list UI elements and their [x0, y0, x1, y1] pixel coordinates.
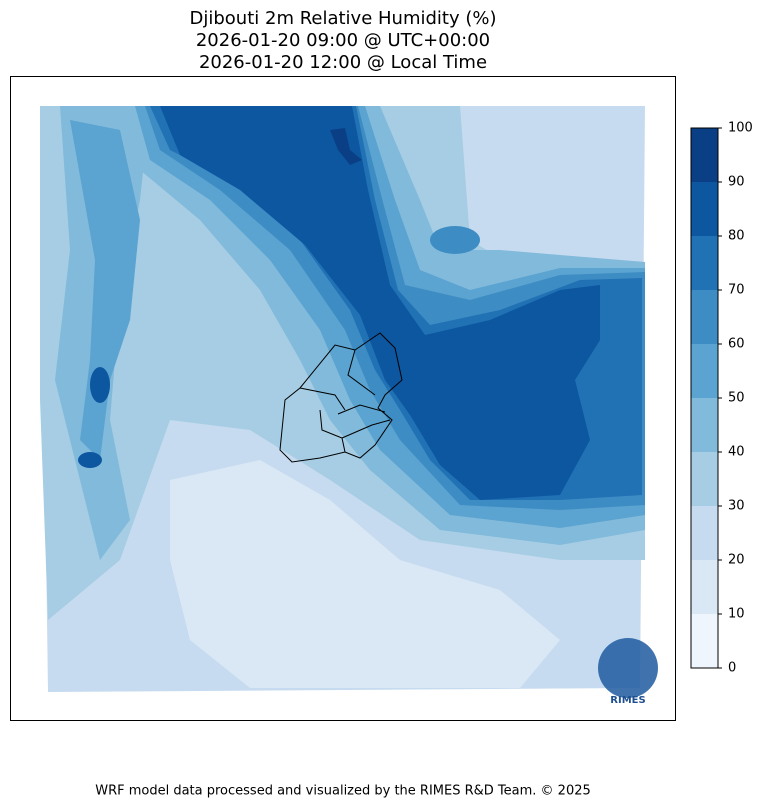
- title-line: 2026-01-20 09:00 @ UTC+00:00: [196, 30, 490, 51]
- colorbar-segment: [691, 236, 718, 290]
- colorbar-segment: [691, 506, 718, 560]
- colorbar-tick-label: 40: [728, 445, 745, 460]
- humidity-area: [160, 106, 600, 500]
- colorbar-tick-label: 30: [728, 499, 745, 514]
- title-line: Djibouti 2m Relative Humidity (%): [190, 8, 497, 29]
- colorbar-tick-label: 80: [728, 229, 745, 244]
- colorbar-tick-label: 70: [728, 283, 745, 298]
- footer: WRF model data processed and visualized …: [95, 784, 591, 799]
- colorbar-tick-label: 20: [728, 553, 745, 568]
- logo-emblem: [598, 638, 658, 698]
- colorbar-tick-label: 50: [728, 391, 745, 406]
- colorbar-segment: [691, 614, 718, 668]
- colorbar-tick-label: 60: [728, 337, 745, 352]
- colorbar-tick-label: 0: [728, 661, 736, 676]
- colorbar-tick-label: 10: [728, 607, 745, 622]
- humidity-area: [170, 460, 560, 688]
- colorbar-tick-label: 90: [728, 175, 745, 190]
- colorbar: 0 10 20 30 40 50 60 70 80 90 100: [690, 121, 753, 676]
- country-border: [279, 332, 403, 463]
- colorbar-tick-label: 100: [728, 121, 753, 136]
- colorbar-segment: [691, 344, 718, 398]
- humidity-area: [78, 452, 102, 468]
- humidity-area: [430, 226, 480, 254]
- colorbar-segment: [691, 128, 718, 182]
- humidity-area: [90, 367, 110, 403]
- humidity-area: [330, 128, 362, 165]
- colorbar-segment: [691, 398, 718, 452]
- colorbar-segment: [691, 452, 718, 506]
- humidity-area: [70, 120, 140, 460]
- logo-text: RIMES: [610, 695, 645, 706]
- colorbar-segment: [691, 290, 718, 344]
- map: RIMES: [40, 106, 658, 706]
- title-line: 2026-01-20 12:00 @ Local Time: [199, 52, 487, 73]
- colorbar-segment: [691, 560, 718, 614]
- colorbar-segment: [691, 182, 718, 236]
